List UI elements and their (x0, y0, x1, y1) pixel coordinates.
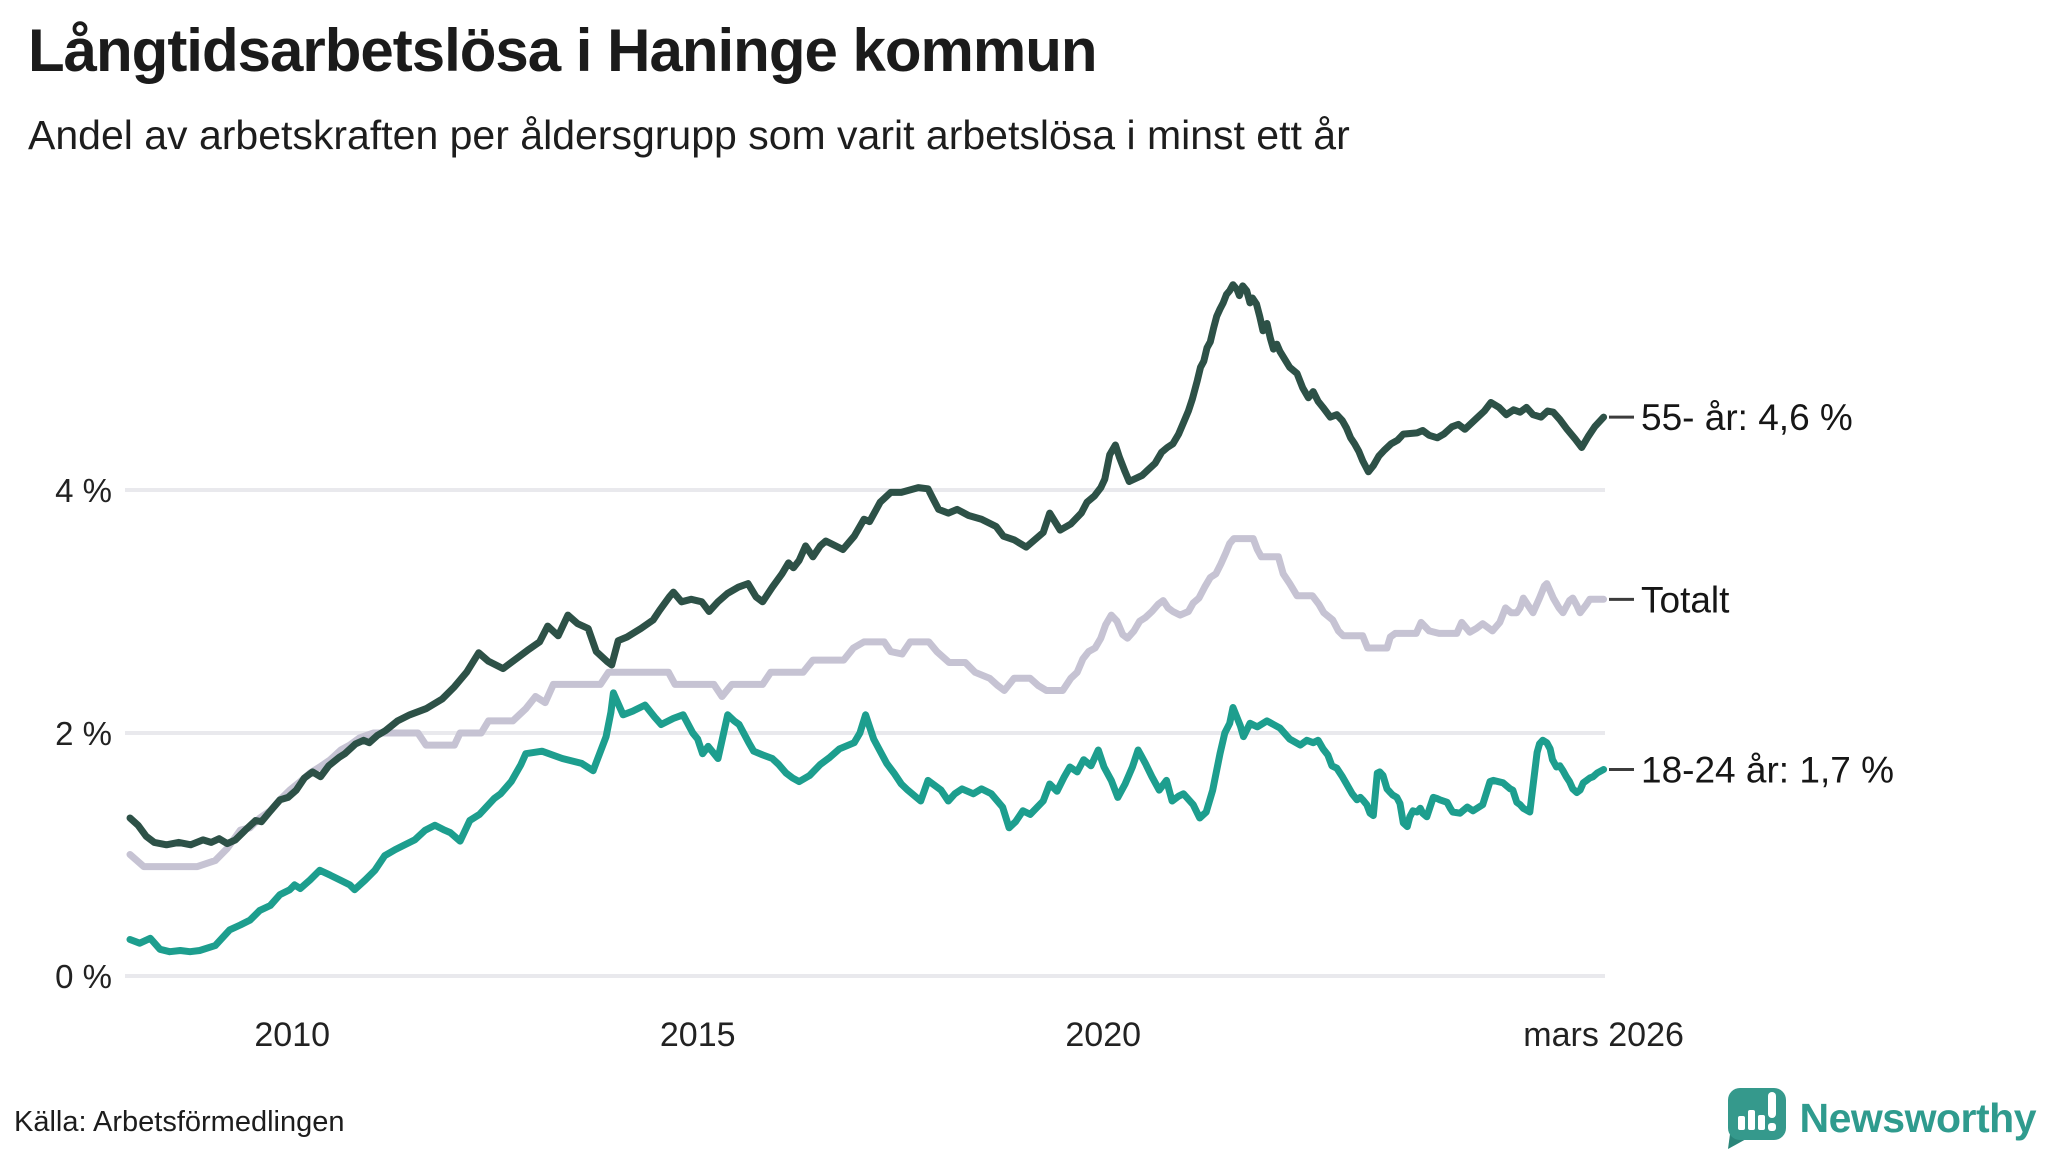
brand-name: Newsworthy (1799, 1094, 2037, 1141)
y-tick-label-0: 0 % (55, 958, 112, 995)
page-title: Långtidsarbetslösa i Haninge kommun (28, 17, 1098, 84)
source-text: Källa: Arbetsförmedlingen (14, 1106, 345, 1138)
x-tick-label-2020: 2020 (1065, 1016, 1141, 1054)
y-tick-label-2: 2 % (55, 715, 112, 752)
series-line-0 (126, 281, 1608, 849)
page-subtitle: Andel av arbetskraften per åldersgrupp s… (28, 112, 1350, 158)
x-tick-label-2010: 2010 (254, 1016, 330, 1054)
brand-footer: Newsworthy (1726, 1086, 2037, 1150)
x-tick-label-mars-2026: mars 2026 (1523, 1016, 1684, 1054)
series-line-1 (126, 535, 1608, 871)
x-tick-label-2015: 2015 (660, 1016, 736, 1054)
series-line-2 (126, 689, 1608, 956)
end-label-2: 18-24 år: 1,7 % (1641, 749, 1894, 790)
y-tick-label-4: 4 % (55, 472, 112, 509)
end-label-1: Totalt (1641, 579, 1730, 620)
newsworthy-logo-icon (1727, 1088, 1786, 1149)
end-label-0: 55- år: 4,6 % (1641, 397, 1853, 438)
